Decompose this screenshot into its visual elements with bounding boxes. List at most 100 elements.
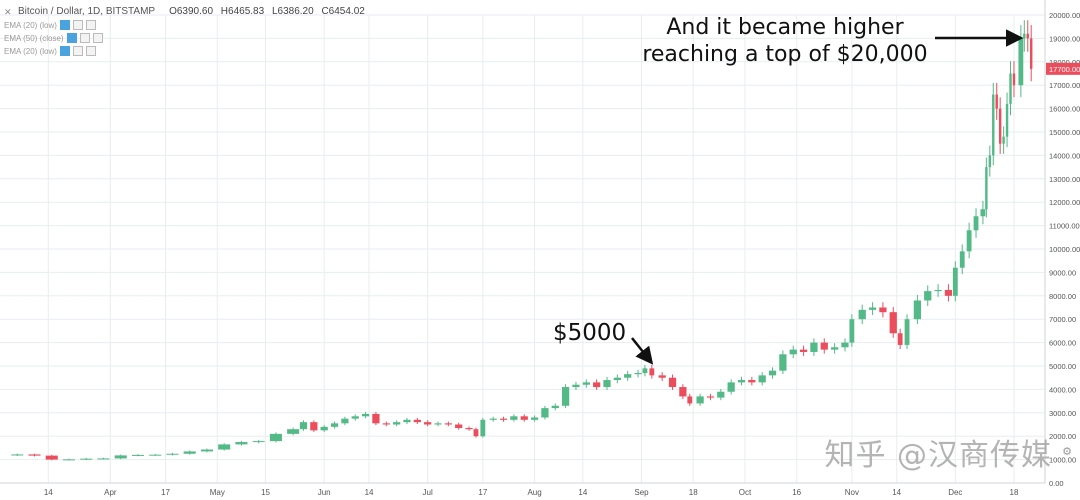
candle-body <box>952 267 958 296</box>
candle-body <box>593 382 601 388</box>
candle-body <box>11 454 24 456</box>
candle-body <box>820 342 828 350</box>
y-tick-label: 2000.00 <box>1049 432 1076 441</box>
candle-body <box>758 375 766 383</box>
candle-body <box>403 419 411 423</box>
symbol-title[interactable]: Bitcoin / Dollar, 1D, BITSTAMP <box>18 6 156 17</box>
candle-body <box>687 396 693 404</box>
candle-body <box>131 454 144 456</box>
settings-icon[interactable] <box>72 20 83 30</box>
candle-body <box>465 428 473 430</box>
gear-icon[interactable]: ⚙ <box>1062 446 1072 458</box>
candle-body <box>858 309 866 320</box>
eye-icon[interactable] <box>59 20 70 30</box>
x-tick-label: 18 <box>689 488 698 497</box>
x-tick-label: 14 <box>44 488 53 497</box>
indicator-label: EMA (20) (low) <box>4 46 57 56</box>
candle-body <box>392 422 401 425</box>
close-icon[interactable] <box>92 33 103 43</box>
annotation-arrows <box>631 29 1024 365</box>
x-tick-label: Jul <box>423 488 433 497</box>
candle-body <box>904 319 910 345</box>
annotation-line-2: reaching a top of $20,000 <box>642 42 928 67</box>
candle-body <box>1023 33 1026 39</box>
candle-body <box>97 458 110 460</box>
settings-icon[interactable] <box>79 33 90 43</box>
candle-series <box>11 20 1033 461</box>
open-value: O6390.60 <box>169 6 214 17</box>
candle-body <box>897 333 903 345</box>
candle-body <box>341 418 349 424</box>
candle-body <box>218 444 231 450</box>
candle-body <box>149 454 162 456</box>
watermark: 知乎 @汉商传媒 <box>824 438 1052 473</box>
y-tick-label: 10000.00 <box>1049 245 1080 254</box>
y-tick-label: 4000.00 <box>1049 385 1076 394</box>
close-icon[interactable] <box>85 46 96 56</box>
candle-body <box>541 408 549 418</box>
candle-body <box>1018 38 1024 86</box>
candle-body <box>966 230 972 252</box>
candle-body <box>582 382 590 385</box>
candle-body <box>1005 103 1009 137</box>
candle-body <box>330 423 339 427</box>
candle-body <box>520 416 528 420</box>
close-icon[interactable] <box>85 20 96 30</box>
candle-body <box>424 422 432 425</box>
indicator-label: EMA (20) (low) <box>4 20 57 30</box>
time-axis[interactable]: 14 Apr 17 May 15 Jun 14 Jul 17 Aug 14 Sep 18 Oct 16 Nov… <box>0 482 1045 497</box>
candle-body <box>603 380 611 388</box>
candle-body <box>849 319 855 343</box>
candle-body <box>310 422 318 431</box>
candle-body <box>830 347 839 350</box>
annotation-5000: $5000 <box>553 320 627 346</box>
candle-body <box>372 413 380 424</box>
candle-body <box>200 449 213 452</box>
y-tick-label: 14000.00 <box>1049 151 1080 160</box>
x-tick-label: Aug <box>527 488 541 497</box>
candle-body <box>649 368 655 376</box>
candle-body <box>998 108 1002 144</box>
close-value: C6454.02 <box>321 6 365 17</box>
candle-body <box>779 354 787 371</box>
candle-body <box>768 370 777 376</box>
indicator-row[interactable]: EMA (20) (low) <box>4 46 370 56</box>
y-tick-label: 13000.00 <box>1049 175 1080 184</box>
last-price-label: 17700.00 <box>1049 65 1080 74</box>
y-tick-label: 3000.00 <box>1049 409 1076 418</box>
candle-body <box>252 441 265 443</box>
candle-body <box>944 289 953 296</box>
indicator-row[interactable]: EMA (20) (low) <box>4 20 370 30</box>
candle-body <box>269 433 282 442</box>
candle-body <box>455 424 463 429</box>
candle-body <box>913 300 922 320</box>
y-tick-label: 0.00 <box>1049 479 1064 488</box>
candle-body <box>1029 38 1033 69</box>
candle-body <box>530 417 539 420</box>
price-axis[interactable]: 0.00 1000.00 2000.00 3000.00 4000.00 5000.00 6… <box>1044 0 1080 488</box>
candle-body <box>561 387 570 406</box>
candle-body <box>668 377 677 388</box>
high-value: H6465.83 <box>220 6 265 17</box>
candle-body <box>361 413 370 417</box>
candle-body <box>985 167 988 210</box>
candle-body <box>959 251 965 268</box>
candle-body <box>28 454 41 456</box>
candle-body <box>799 349 808 352</box>
indicator-row[interactable]: EMA (50) (close) <box>4 33 370 43</box>
candle-body <box>642 368 648 374</box>
eye-icon[interactable] <box>59 46 70 56</box>
chart-grid <box>0 14 1045 484</box>
candle-body <box>980 209 986 217</box>
candle-body <box>934 289 942 292</box>
x-tick-label: Dec <box>948 488 962 497</box>
candle-body <box>658 375 666 378</box>
candle-body <box>299 422 308 430</box>
eye-icon[interactable] <box>66 33 77 43</box>
candle-body <box>287 429 300 434</box>
candle-body <box>434 423 442 425</box>
settings-icon[interactable] <box>72 46 83 56</box>
y-tick-label: 16000.00 <box>1049 105 1080 114</box>
candle-body <box>810 342 818 352</box>
